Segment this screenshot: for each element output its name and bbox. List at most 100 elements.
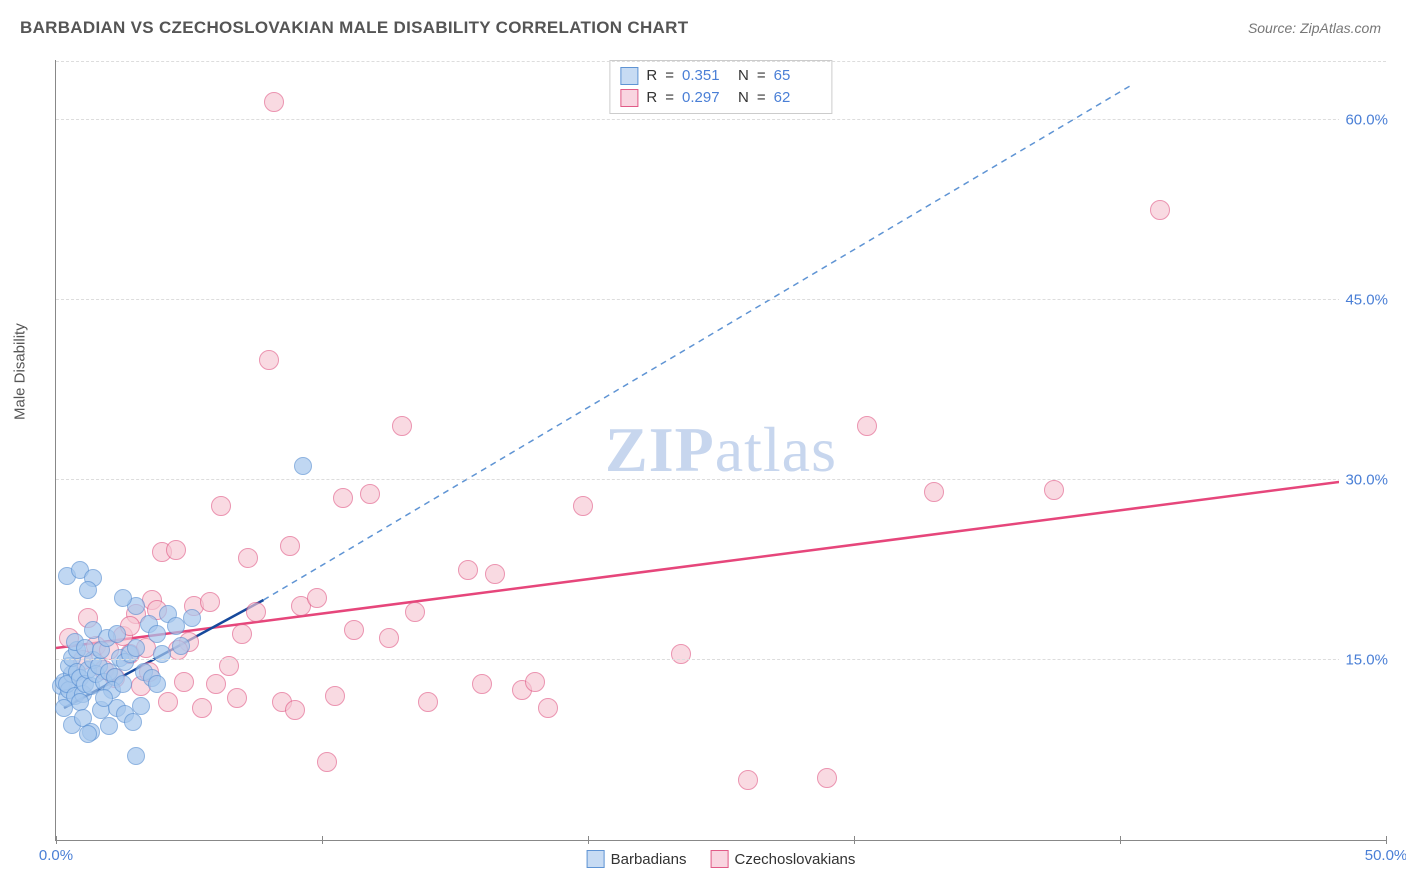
n-label: N bbox=[738, 87, 749, 109]
scatter-point bbox=[538, 698, 558, 718]
y-tick-label: 30.0% bbox=[1339, 472, 1388, 489]
scatter-point bbox=[817, 768, 837, 788]
scatter-point bbox=[100, 717, 118, 735]
stat-row-series1: R = 0.351 N = 65 bbox=[620, 65, 821, 87]
eq-sign: = bbox=[757, 87, 766, 109]
scatter-point bbox=[458, 560, 478, 580]
scatter-point bbox=[294, 457, 312, 475]
x-tick bbox=[1386, 836, 1387, 844]
y-tick-label: 45.0% bbox=[1339, 292, 1388, 309]
scatter-point bbox=[738, 770, 758, 790]
scatter-point bbox=[573, 496, 593, 516]
chart-container: BARBADIAN VS CZECHOSLOVAKIAN MALE DISABI… bbox=[0, 0, 1406, 892]
scatter-point bbox=[392, 416, 412, 436]
swatch-series2 bbox=[620, 89, 638, 107]
scatter-point bbox=[172, 637, 190, 655]
source-label: Source: ZipAtlas.com bbox=[1248, 20, 1381, 36]
scatter-point bbox=[192, 698, 212, 718]
scatter-point bbox=[325, 686, 345, 706]
swatch-series1 bbox=[620, 67, 638, 85]
legend-item-series1: Barbadians bbox=[587, 850, 687, 868]
r-value-series2: 0.297 bbox=[682, 87, 730, 109]
r-label: R bbox=[646, 87, 657, 109]
scatter-point bbox=[1044, 480, 1064, 500]
scatter-point bbox=[264, 92, 284, 112]
scatter-point bbox=[148, 675, 166, 693]
scatter-point bbox=[1150, 200, 1170, 220]
statistics-box: R = 0.351 N = 65 R = 0.297 N = 62 bbox=[609, 60, 832, 114]
y-tick-label: 60.0% bbox=[1339, 112, 1388, 129]
scatter-point bbox=[307, 588, 327, 608]
n-label: N bbox=[738, 65, 749, 87]
scatter-point bbox=[344, 620, 364, 640]
scatter-point bbox=[227, 688, 247, 708]
legend-item-series2: Czechoslovakians bbox=[710, 850, 855, 868]
x-tick bbox=[1120, 836, 1121, 844]
scatter-point bbox=[211, 496, 231, 516]
plot-area: ZIPatlas R = 0.351 N = 65 R = 0.297 N = … bbox=[55, 60, 1386, 841]
scatter-point bbox=[259, 350, 279, 370]
scatter-point bbox=[206, 674, 226, 694]
scatter-point bbox=[79, 581, 97, 599]
n-value-series2: 62 bbox=[774, 87, 822, 109]
scatter-point bbox=[405, 602, 425, 622]
scatter-point bbox=[183, 609, 201, 627]
scatter-point bbox=[124, 713, 142, 731]
gridline bbox=[56, 479, 1386, 480]
scatter-point bbox=[485, 564, 505, 584]
scatter-point bbox=[127, 639, 145, 657]
scatter-point bbox=[200, 592, 220, 612]
scatter-point bbox=[857, 416, 877, 436]
legend-label-series1: Barbadians bbox=[611, 851, 687, 868]
x-tick bbox=[56, 836, 57, 844]
trend-line bbox=[263, 84, 1133, 600]
gridline bbox=[56, 61, 1386, 62]
legend-label-series2: Czechoslovakians bbox=[734, 851, 855, 868]
scatter-point bbox=[333, 488, 353, 508]
scatter-point bbox=[166, 540, 186, 560]
scatter-point bbox=[246, 602, 266, 622]
scatter-point bbox=[418, 692, 438, 712]
eq-sign: = bbox=[665, 87, 674, 109]
scatter-point bbox=[924, 482, 944, 502]
n-value-series1: 65 bbox=[774, 65, 822, 87]
scatter-point bbox=[671, 644, 691, 664]
scatter-point bbox=[127, 747, 145, 765]
trend-lines-layer bbox=[56, 60, 1386, 840]
scatter-point bbox=[148, 625, 166, 643]
eq-sign: = bbox=[665, 65, 674, 87]
scatter-point bbox=[360, 484, 380, 504]
scatter-point bbox=[95, 689, 113, 707]
stat-row-series2: R = 0.297 N = 62 bbox=[620, 87, 821, 109]
scatter-point bbox=[280, 536, 300, 556]
x-tick bbox=[322, 836, 323, 844]
scatter-point bbox=[525, 672, 545, 692]
scatter-point bbox=[174, 672, 194, 692]
scatter-point bbox=[232, 624, 252, 644]
scatter-point bbox=[379, 628, 399, 648]
scatter-point bbox=[317, 752, 337, 772]
y-axis-label: Male Disability bbox=[12, 323, 29, 420]
scatter-point bbox=[158, 692, 178, 712]
x-tick-label: 0.0% bbox=[39, 847, 73, 864]
x-tick bbox=[854, 836, 855, 844]
scatter-point bbox=[114, 589, 132, 607]
scatter-point bbox=[285, 700, 305, 720]
x-tick bbox=[588, 836, 589, 844]
gridline bbox=[56, 659, 1386, 660]
r-label: R bbox=[646, 65, 657, 87]
legend-swatch-series2 bbox=[710, 850, 728, 868]
eq-sign: = bbox=[757, 65, 766, 87]
scatter-point bbox=[472, 674, 492, 694]
scatter-point bbox=[132, 697, 150, 715]
gridline bbox=[56, 119, 1386, 120]
legend: Barbadians Czechoslovakians bbox=[587, 850, 856, 868]
chart-title: BARBADIAN VS CZECHOSLOVAKIAN MALE DISABI… bbox=[20, 18, 688, 38]
scatter-point bbox=[114, 675, 132, 693]
scatter-point bbox=[108, 625, 126, 643]
legend-swatch-series1 bbox=[587, 850, 605, 868]
gridline bbox=[56, 299, 1386, 300]
x-tick-label: 50.0% bbox=[1365, 847, 1406, 864]
y-tick-label: 15.0% bbox=[1339, 652, 1388, 669]
r-value-series1: 0.351 bbox=[682, 65, 730, 87]
